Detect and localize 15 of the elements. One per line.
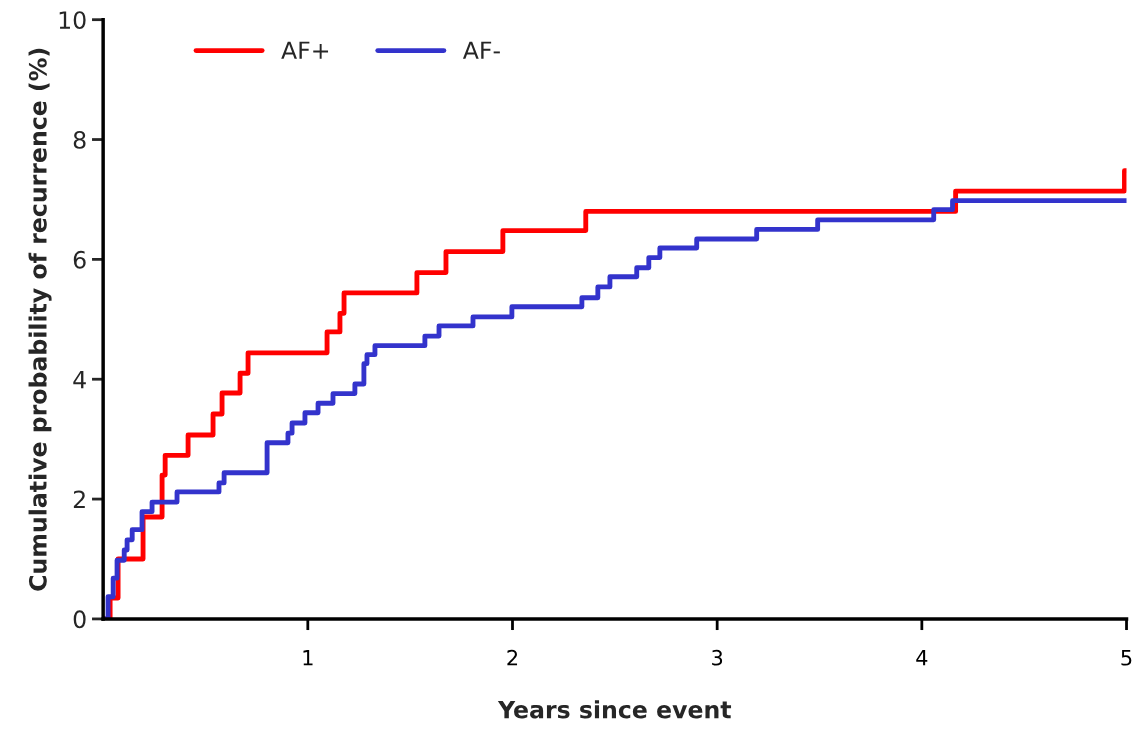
x-tick-label: 2 [507, 649, 518, 666]
legend-label: AF- [462, 41, 500, 59]
y-tick-label: 6 [73, 250, 86, 269]
y-tick-label: 10 [59, 11, 86, 29]
x-tick-label: 5 [1121, 650, 1132, 666]
x-axis-title: Years since event [497, 700, 732, 719]
x-tick-label: 3 [712, 649, 723, 666]
y-tick-label: 2 [73, 490, 85, 509]
x-tick-label: 1 [303, 650, 313, 666]
y-tick-label: 4 [73, 370, 86, 389]
y-tick-label: 8 [73, 130, 86, 149]
x-tick-label: 4 [916, 650, 928, 666]
y-tick-label: 0 [73, 610, 86, 629]
legend-label: AF+ [281, 41, 329, 59]
y-axis-title: Cumulative probability of recurrence (%) [28, 48, 52, 591]
